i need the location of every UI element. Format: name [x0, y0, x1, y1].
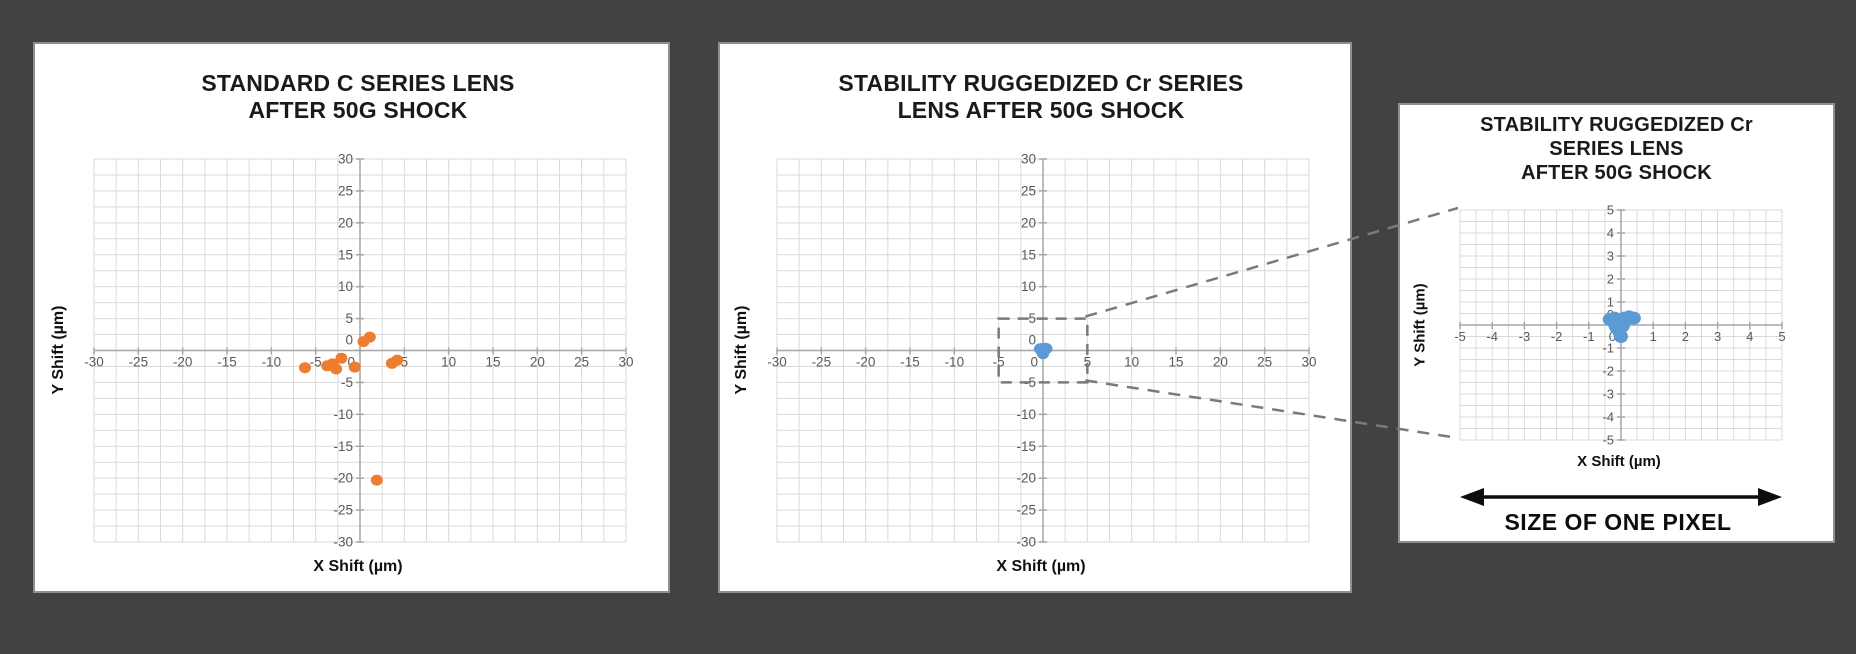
svg-text:1: 1 — [1607, 295, 1614, 310]
svg-text:5: 5 — [1778, 329, 1785, 344]
svg-text:5: 5 — [1607, 203, 1614, 218]
svg-text:30: 30 — [1301, 355, 1316, 370]
svg-text:15: 15 — [1168, 355, 1183, 370]
svg-text:10: 10 — [1124, 355, 1139, 370]
svg-text:-5: -5 — [993, 355, 1005, 370]
svg-text:30: 30 — [1021, 152, 1036, 167]
svg-text:15: 15 — [1021, 247, 1036, 262]
svg-text:30: 30 — [338, 152, 353, 167]
svg-text:5: 5 — [401, 355, 409, 370]
x-axis-title: X Shift (µm) — [996, 558, 1086, 575]
chart-title-line: LENS AFTER 50G SHOCK — [897, 97, 1185, 123]
svg-text:10: 10 — [1021, 279, 1036, 294]
svg-text:-20: -20 — [173, 355, 193, 370]
svg-text:-25: -25 — [812, 355, 832, 370]
svg-text:20: 20 — [338, 215, 353, 230]
svg-text:-5: -5 — [1454, 329, 1466, 344]
svg-text:20: 20 — [530, 355, 545, 370]
svg-text:-4: -4 — [1486, 329, 1498, 344]
svg-text:10: 10 — [441, 355, 456, 370]
svg-text:-30: -30 — [767, 355, 787, 370]
svg-text:-5: -5 — [310, 355, 322, 370]
svg-text:-3: -3 — [1519, 329, 1531, 344]
svg-text:-10: -10 — [262, 355, 282, 370]
svg-text:25: 25 — [1021, 183, 1036, 198]
svg-text:-10: -10 — [1016, 407, 1036, 422]
chart-title-line: STABILITY RUGGEDIZED Cr — [1480, 114, 1753, 136]
svg-text:-25: -25 — [1016, 503, 1036, 518]
svg-text:15: 15 — [338, 247, 353, 262]
svg-text:-1: -1 — [1583, 329, 1595, 344]
svg-text:15: 15 — [485, 355, 500, 370]
svg-text:-1: -1 — [1602, 341, 1614, 356]
svg-text:4: 4 — [1746, 329, 1753, 344]
svg-text:-25: -25 — [333, 503, 353, 518]
svg-text:5: 5 — [345, 311, 353, 326]
panel-ruggedized-cr-chart: STABILITY RUGGEDIZED Cr SERIES LENS AFTE… — [718, 42, 1352, 593]
svg-text:30: 30 — [618, 355, 633, 370]
chart-title-line: STABILITY RUGGEDIZED Cr SERIES — [838, 70, 1244, 96]
pixel-size-caption: SIZE OF ONE PIXEL — [1504, 509, 1732, 535]
chart-title-line: SERIES LENS — [1549, 138, 1684, 160]
chart-title-line: AFTER 50G SHOCK — [248, 97, 468, 123]
panel-ruggedized-cr-zoom-chart: STABILITY RUGGEDIZED Cr SERIES LENS AFTE… — [1398, 103, 1835, 543]
svg-text:20: 20 — [1021, 215, 1036, 230]
scatter-plot-ruggedized-cr: -30 -25 -20 -15 -10 -5 0 5 10 15 20 25 30 -30 -25 -20 -1… — [767, 152, 1316, 550]
x-axis-title: X Shift (µm) — [313, 558, 403, 575]
svg-text:-3: -3 — [1602, 387, 1614, 402]
svg-text:-30: -30 — [333, 535, 353, 550]
svg-text:3: 3 — [1607, 249, 1614, 264]
svg-text:-4: -4 — [1602, 410, 1614, 425]
svg-text:0: 0 — [1028, 333, 1036, 348]
chart-title: STABILITY RUGGEDIZED Cr SERIES LENS AFTE… — [1428, 113, 1805, 185]
chart-title-line: AFTER 50G SHOCK — [1521, 162, 1712, 184]
svg-text:5: 5 — [1028, 311, 1036, 326]
svg-text:-10: -10 — [333, 407, 353, 422]
svg-text:-2: -2 — [1602, 364, 1614, 379]
panel-standard-c-chart: STANDARD C SERIES LENS AFTER 50G SHOCK Y… — [33, 42, 670, 593]
svg-text:-15: -15 — [1016, 439, 1036, 454]
svg-text:2: 2 — [1682, 329, 1689, 344]
svg-text:-20: -20 — [333, 471, 353, 486]
svg-text:-2: -2 — [1551, 329, 1563, 344]
svg-text:20: 20 — [1213, 355, 1228, 370]
svg-text:0: 0 — [1609, 329, 1616, 344]
svg-text:25: 25 — [338, 183, 353, 198]
svg-text:0: 0 — [347, 355, 355, 370]
svg-text:25: 25 — [1257, 355, 1272, 370]
svg-text:-30: -30 — [1016, 535, 1036, 550]
svg-text:25: 25 — [574, 355, 589, 370]
svg-text:3: 3 — [1714, 329, 1721, 344]
chart-title-line: STANDARD C SERIES LENS — [201, 70, 515, 96]
svg-text:-20: -20 — [856, 355, 876, 370]
svg-text:-5: -5 — [341, 375, 353, 390]
svg-text:-20: -20 — [1016, 471, 1036, 486]
svg-text:-15: -15 — [333, 439, 353, 454]
svg-text:5: 5 — [1084, 355, 1092, 370]
svg-text:-30: -30 — [84, 355, 104, 370]
svg-text:-25: -25 — [129, 355, 149, 370]
svg-text:1: 1 — [1650, 329, 1657, 344]
svg-text:4: 4 — [1607, 226, 1614, 241]
svg-text:10: 10 — [338, 279, 353, 294]
scatter-plot-standard-c: -30 -25 -20 -15 -10 -5 0 5 10 15 20 25 30 -30 -25 -20 -1… — [84, 152, 633, 550]
chart-title: STANDARD C SERIES LENS AFTER 50G SHOCK — [92, 70, 624, 124]
svg-text:0: 0 — [1030, 355, 1038, 370]
x-axis-title: X Shift (µm) — [1577, 453, 1661, 470]
svg-text:-15: -15 — [217, 355, 237, 370]
svg-text:-10: -10 — [945, 355, 965, 370]
svg-text:2: 2 — [1607, 272, 1614, 287]
svg-text:-5: -5 — [1602, 433, 1614, 448]
svg-text:-15: -15 — [900, 355, 920, 370]
svg-text:0: 0 — [345, 333, 353, 348]
chart-title: STABILITY RUGGEDIZED Cr SERIES LENS AFTE… — [775, 70, 1307, 124]
